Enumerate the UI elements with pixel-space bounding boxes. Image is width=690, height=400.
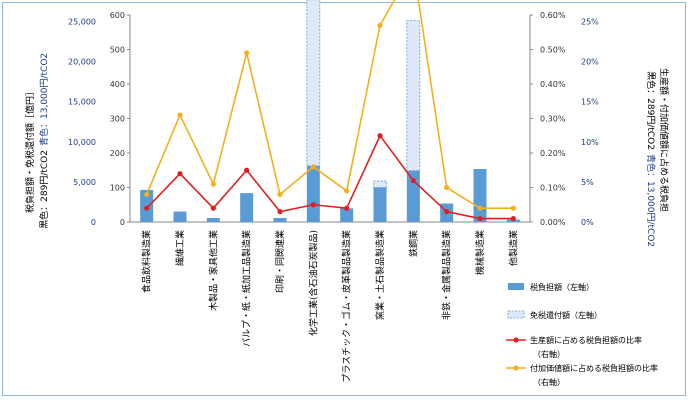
point-production-ratio: [510, 215, 516, 222]
point-production-ratio: [277, 209, 283, 215]
left-inner-tick-label: 10,000: [68, 138, 96, 147]
category-label: 繊維工業: [174, 230, 186, 266]
category-label: 他製造業: [507, 230, 519, 266]
right-inner-tick-label: 10%: [581, 138, 599, 147]
bar-tax-burden: [306, 165, 320, 222]
bar-tax-refund: [373, 180, 387, 188]
legend-swatch-tax-burden: [508, 283, 524, 290]
point-production-ratio: [310, 202, 316, 208]
bar-tax-refund: [406, 20, 421, 172]
right-outer-tick-label: 0.20%: [540, 149, 566, 158]
left-inner-tick-label: 15,000: [68, 98, 96, 107]
right-axis-title-ratio: 生産額・付加価値額に占める税負担: [658, 68, 670, 212]
line-value-added-ratio: [145, 0, 514, 209]
point-production-ratio: [144, 205, 150, 211]
point-value-added-ratio: [510, 205, 516, 211]
lines: [144, 0, 516, 222]
category-label: 食品飲料製造業: [141, 230, 153, 293]
right-inner-tick-label: 15%: [581, 98, 599, 107]
category-label: 印刷・同関連業: [274, 230, 286, 293]
category-label: 鉄鋼業: [407, 230, 419, 257]
right-axis-titles: 生産額・付加価値額に占める税負担 黒色：289円/tCO2 青色：13,000円…: [645, 68, 670, 247]
left-outer-tick-label: 0: [120, 218, 125, 227]
category-labels: 食品飲料製造業 繊維工業 木製品・家具他工業 パルプ・紙・紙加工品製造業 印刷・同関連業…: [141, 230, 520, 383]
right-outer-tick-label: 0.30%: [540, 115, 566, 124]
left-axis-title-black-rate: 黒色：289円/tCO2: [38, 150, 50, 229]
category-label: 窯業・土石製品製造業: [374, 230, 386, 320]
right-outer-tick-label: 0.10%: [540, 184, 566, 193]
point-production-ratio: [377, 133, 383, 139]
left-outer-tick-label: 100: [110, 184, 125, 193]
legend-marker-production-ratio: [513, 337, 519, 343]
point-value-added-ratio: [310, 164, 316, 170]
point-value-added-ratio: [210, 181, 216, 187]
legend-label-tax-refund: 免税還付額（左軸）: [530, 310, 602, 320]
point-production-ratio: [444, 209, 450, 215]
legend-label-value-added-ratio: 付加価値額に占める税負担額の比率: [530, 363, 658, 373]
bar-tax-burden: [340, 208, 354, 222]
line-production-ratio: [146, 134, 514, 220]
bar-tax-burden: [473, 169, 487, 222]
right-inner-tick-label: 0%: [581, 218, 594, 227]
category-label: 非鉄・金属製品製造業: [441, 230, 453, 320]
left-inner-tick-label: 5,000: [73, 178, 96, 187]
point-production-ratio: [344, 205, 350, 211]
point-production-ratio: [177, 171, 183, 177]
legend-label-production-ratio-axis: （右軸）: [533, 349, 565, 359]
bar-tax-refund: [306, 0, 321, 167]
right-axis-title-black-rate: 黒色：289円/tCO2: [645, 71, 657, 150]
axes: 0 100 200 300 400 500 600 0 5,000 10,000 15,000 20,…: [68, 11, 599, 227]
left-inner-tick-label: 20,000: [68, 58, 96, 67]
right-outer-tick-label: 0.60%: [540, 11, 566, 20]
right-outer-tick-label: 0.50%: [540, 46, 566, 55]
point-value-added-ratio: [444, 184, 450, 191]
legend-swatch-tax-refund: [507, 310, 525, 319]
right-inner-tick-label: 5%: [581, 178, 594, 187]
right-inner-tick-label: 25%: [581, 17, 599, 26]
point-value-added-ratio: [177, 112, 183, 118]
point-value-added-ratio: [277, 191, 283, 197]
left-inner-tick-label: 0: [91, 218, 96, 227]
point-value-added-ratio: [144, 191, 150, 197]
category-label: パルプ・紙・紙加工品製造業: [241, 230, 253, 347]
bars: [140, 0, 520, 222]
bar-tax-burden: [373, 187, 387, 222]
bar-tax-burden: [206, 217, 220, 222]
point-value-added-ratio: [244, 50, 250, 56]
legend: 税負担額（左軸） 免税還付額（左軸） 生産額に占める税負担額の比率 （右軸） 付加価値額…: [506, 282, 658, 387]
category-label: プラスチック・ゴム・皮革製品製造業: [341, 230, 353, 383]
point-value-added-ratio: [377, 22, 383, 28]
left-outer-tick-label: 500: [110, 46, 125, 55]
left-outer-tick-label: 400: [110, 80, 125, 89]
bar-tax-burden: [173, 211, 187, 222]
left-outer-tick-label: 300: [110, 115, 125, 124]
right-outer-tick-label: 0.40%: [540, 80, 566, 89]
point-production-ratio: [477, 215, 483, 222]
point-production-ratio: [410, 178, 416, 184]
chart-frame: [2, 2, 686, 396]
right-axis-title-blue-rate: 青色：13,000円/tCO2: [645, 154, 657, 247]
right-inner-tick-label: 20%: [581, 58, 599, 67]
legend-label-production-ratio: 生産額に占める税負担額の比率: [530, 335, 642, 345]
category-label: 機械製造業: [474, 230, 486, 275]
left-axis-title-unit: 税負担額・免税還付額［億円］: [24, 87, 36, 213]
bar-tax-burden: [240, 193, 254, 222]
bar-tax-burden: [273, 217, 287, 222]
point-production-ratio: [210, 205, 216, 211]
category-label: 化学工業(含石油石炭製品): [307, 230, 319, 336]
category-label: 木製品・家具他工業: [207, 230, 219, 311]
legend-label-value-added-ratio-axis: （右軸）: [533, 377, 565, 387]
point-value-added-ratio: [477, 205, 483, 211]
right-outer-tick-label: 0.00%: [540, 218, 566, 227]
left-axis-titles: 税負担額・免税還付額［億円］ 黒色：289円/tCO2 青色：13,000円/t…: [24, 53, 50, 229]
left-outer-tick-label: 600: [110, 11, 125, 20]
legend-marker-value-added-ratio: [513, 365, 519, 371]
left-outer-tick-label: 200: [110, 149, 125, 158]
legend-label-tax-burden: 税負担額（左軸）: [530, 282, 594, 292]
left-axis-title-blue-rate: 青色：13,000円/tCO2: [38, 53, 50, 146]
left-inner-tick-label: 25,000: [68, 17, 96, 26]
point-value-added-ratio: [344, 188, 350, 194]
point-production-ratio: [244, 167, 250, 173]
